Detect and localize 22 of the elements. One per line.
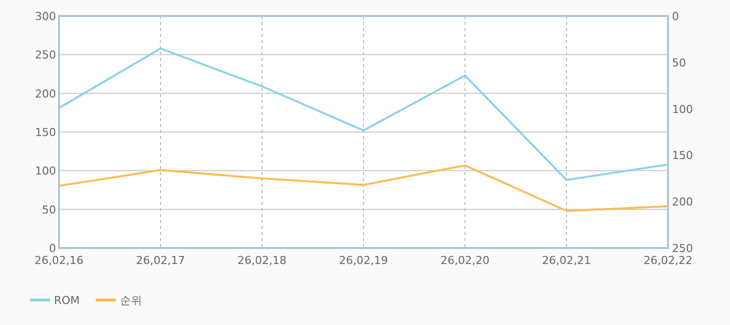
xtick: 26,02,19 — [339, 254, 388, 267]
ytick: 300 — [35, 10, 56, 23]
xtick: 26,02,18 — [238, 254, 286, 267]
legend: 순위 — [120, 294, 142, 307]
xtick: 26,02,17 — [136, 254, 185, 267]
y2tick: 150 — [672, 149, 693, 162]
ytick: 250 — [35, 48, 56, 62]
y2tick: 50 — [672, 56, 686, 70]
xtick: 26,02,20 — [440, 254, 490, 267]
ytick: 50 — [42, 203, 56, 216]
y2tick: 100 — [672, 102, 693, 116]
xtick: 26,02,21 — [542, 254, 591, 267]
legend: ROM — [54, 294, 80, 307]
ytick: 150 — [35, 126, 56, 139]
ytick: 0 — [49, 242, 56, 255]
y2tick: 250 — [672, 242, 693, 255]
xtick: 26,02,22 — [644, 254, 692, 267]
y2tick: 0 — [672, 10, 679, 23]
ytick: 200 — [35, 87, 56, 100]
y2tick: 200 — [672, 196, 693, 209]
xtick: 26,02,16 — [34, 254, 84, 267]
ytick: 100 — [35, 164, 56, 178]
